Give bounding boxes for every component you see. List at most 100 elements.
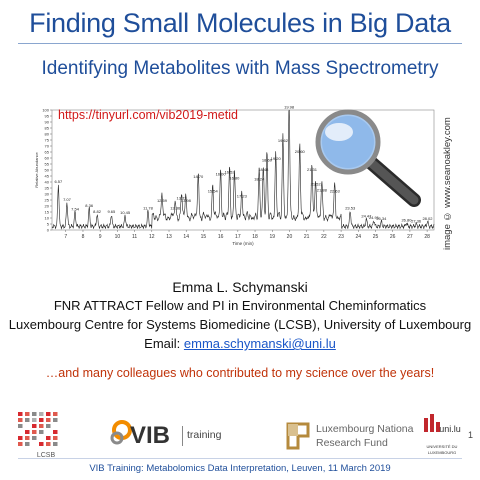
lcsb-logo-dot xyxy=(46,412,51,416)
slide-number: 1 xyxy=(468,430,474,440)
peak-label: 11.78 xyxy=(143,205,153,210)
university-luxembourg-logo: uni.lu UNIVERSITÉ DU LUXEMBOURG xyxy=(420,412,464,460)
peak-label: 10.45 xyxy=(120,210,131,215)
magnifying-glass-icon xyxy=(315,109,421,207)
peak-label: 24.91 xyxy=(369,215,380,220)
lcsb-logo-dot xyxy=(25,418,30,422)
peak-label: 7.07 xyxy=(63,197,72,202)
email-link[interactable]: emma.schymanski@uni.lu xyxy=(183,336,336,351)
fnr-logo-line1: Luxembourg Nationa xyxy=(316,423,414,435)
lcsb-logo-dot xyxy=(25,412,30,416)
x-tick-label: 15 xyxy=(201,234,207,240)
peak-label: 19.62 xyxy=(278,138,289,143)
lcsb-logo-dot xyxy=(53,418,58,422)
x-tick-label: 27 xyxy=(407,234,413,240)
chart-axes: 0510152025303540455055606570758085909510… xyxy=(34,108,435,246)
lcsb-logo-dot xyxy=(25,442,30,446)
y-tick-label: 70 xyxy=(45,144,50,149)
peak-label: 13.98 xyxy=(181,198,192,203)
y-tick-label: 90 xyxy=(45,120,50,125)
y-axis-label: Relative Abundance xyxy=(34,151,39,187)
x-tick-label: 20 xyxy=(287,234,293,240)
peak-label: 26.80 xyxy=(401,217,412,222)
y-tick-label: 40 xyxy=(45,180,50,185)
x-tick-label: 12 xyxy=(149,234,155,240)
uni-lu-logo-text: uni.lu xyxy=(439,424,461,434)
x-tick-label: 28 xyxy=(424,234,430,240)
peak-label: 24.47 xyxy=(361,214,372,219)
lcsb-logo-dot xyxy=(39,442,44,446)
y-tick-label: 10 xyxy=(45,216,50,221)
x-tick-label: 23 xyxy=(338,234,344,240)
lcsb-logo: LCSB xyxy=(14,410,64,460)
peak-label: 7.54 xyxy=(71,207,80,212)
email-label: Email: xyxy=(144,336,184,351)
lcsb-logo-dot xyxy=(32,418,37,422)
peak-label: 19.98 xyxy=(284,105,295,110)
fnr-mark-icon xyxy=(286,422,310,450)
vib-logo-separator xyxy=(182,426,183,446)
uni-logo-line1: UNIVERSITÉ DU xyxy=(426,444,458,449)
x-tick-label: 10 xyxy=(115,234,121,240)
x-tick-label: 17 xyxy=(235,234,241,240)
lcsb-logo-dot xyxy=(18,436,23,440)
lcsb-logo-dot xyxy=(18,424,23,428)
y-tick-label: 75 xyxy=(45,138,50,143)
x-tick-label: 8 xyxy=(82,234,85,240)
lcsb-logo-graphic: LCSB xyxy=(18,412,58,459)
peak-label: 19.20 xyxy=(271,156,282,161)
acknowledgement-text: …and many colleagues who contributed to … xyxy=(45,366,435,380)
figure-url-link[interactable]: https://tinyurl.com/vib2019-metid xyxy=(58,108,238,122)
footer-divider xyxy=(18,458,462,459)
y-tick-label: 100 xyxy=(42,108,49,113)
footer-text: VIB Training: Metabolomics Data Interpre… xyxy=(89,463,391,474)
x-tick-label: 13 xyxy=(166,234,172,240)
lcsb-logo-dot xyxy=(32,430,37,434)
x-axis-label: Time (min) xyxy=(232,241,254,246)
vib-logo-text: VIB xyxy=(130,422,171,449)
lcsb-logo-dot xyxy=(39,430,44,434)
lcsb-logo-text: LCSB xyxy=(37,452,56,459)
peak-label: 9.65 xyxy=(107,209,116,214)
lcsb-logo-dot xyxy=(39,412,44,416)
y-tick-label: 30 xyxy=(45,192,50,197)
peak-label: 21.31 xyxy=(307,167,318,172)
y-tick-label: 5 xyxy=(47,222,50,227)
y-tick-label: 95 xyxy=(45,114,50,119)
x-tick-label: 18 xyxy=(252,234,258,240)
x-tick-label: 25 xyxy=(373,234,379,240)
lcsb-logo-dot xyxy=(53,430,58,434)
speaker-affiliation: Luxembourg Centre for Systems Biomedicin… xyxy=(8,317,472,332)
peak-label: 6.57 xyxy=(54,179,63,184)
y-tick-label: 80 xyxy=(45,132,50,137)
lcsb-logo-dot xyxy=(25,436,30,440)
y-tick-label: 25 xyxy=(45,198,50,203)
peak-label: 22.63 xyxy=(330,189,341,194)
y-tick-label: 35 xyxy=(45,186,50,191)
slide-subtitle: Identifying Metabolites with Mass Spectr… xyxy=(41,58,439,79)
x-tick-label: 24 xyxy=(356,234,362,240)
peak-label: 21.52 xyxy=(311,181,322,186)
peak-label: 8.82 xyxy=(93,209,102,214)
chromatogram-line xyxy=(51,109,435,230)
lcsb-logo-dot xyxy=(46,436,51,440)
lcsb-logo-dot xyxy=(53,442,58,446)
speaker-role: FNR ATTRACT Fellow and PI in Environment… xyxy=(53,298,427,313)
y-tick-label: 55 xyxy=(45,162,50,167)
lcsb-logo-dot xyxy=(53,412,58,416)
peak-label: 25.34 xyxy=(376,216,387,221)
fnr-logo-line2: Research Fund xyxy=(316,437,388,449)
x-tick-label: 16 xyxy=(218,234,224,240)
lcsb-logo-dot xyxy=(32,436,37,440)
lcsb-logo-dot xyxy=(39,418,44,422)
peak-label: 16.00 xyxy=(216,172,227,177)
peak-label: 13.73 xyxy=(177,196,188,201)
peak-label: 27.36 xyxy=(411,219,422,224)
vib-mark-icon xyxy=(110,420,132,445)
uni-logo-line2: LUXEMBOURG xyxy=(427,450,457,455)
lcsb-logo-dot xyxy=(32,424,37,428)
peak-label: 18.24 xyxy=(254,177,265,182)
x-tick-label: 21 xyxy=(304,234,310,240)
peak-label: 16.80 xyxy=(229,175,240,180)
lcsb-logo-dot xyxy=(39,424,44,428)
